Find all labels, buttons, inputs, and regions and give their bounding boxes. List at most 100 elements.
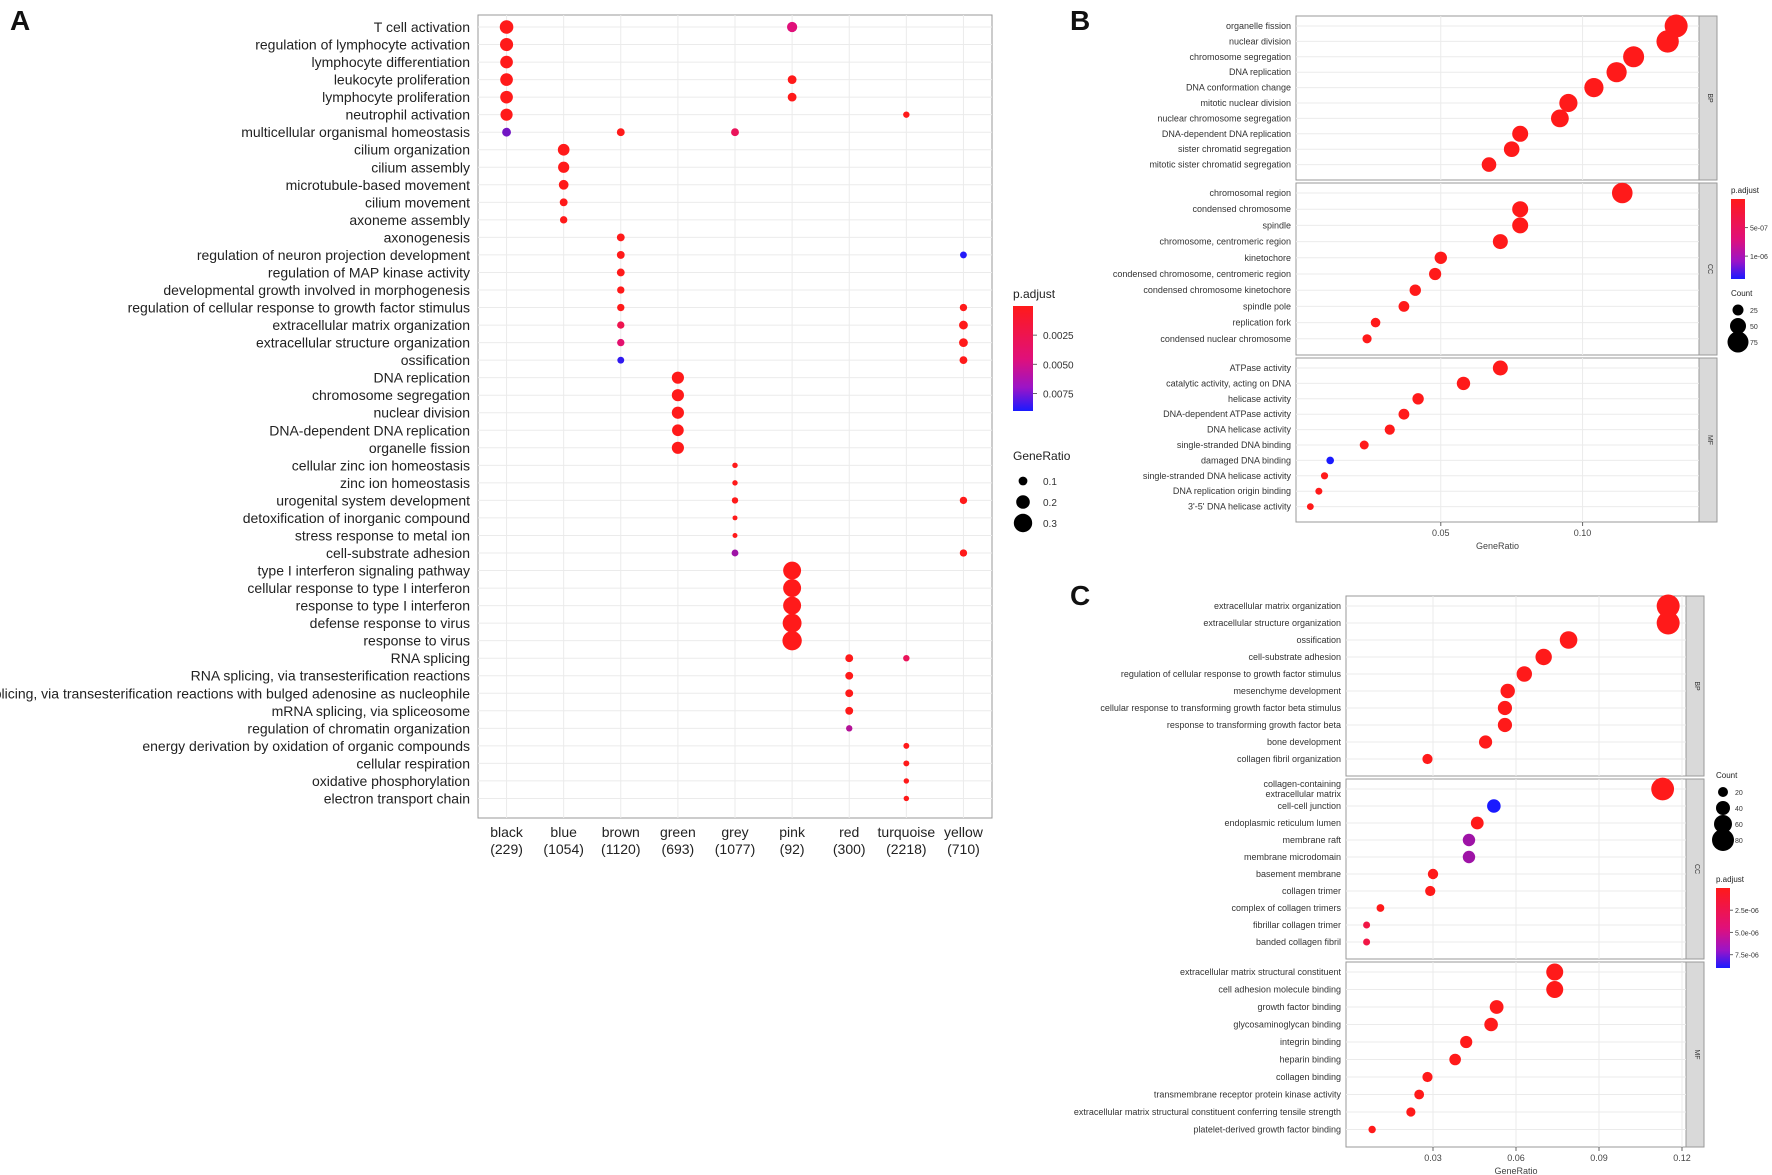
term-label: transmembrane receptor protein kinase ac…: [1154, 1090, 1342, 1100]
term-label: platelet-derived growth factor binding: [1193, 1125, 1341, 1135]
size-legend-label: 75: [1750, 340, 1758, 347]
dot: [783, 561, 802, 580]
term-label: regulation of cellular response to growt…: [1121, 669, 1342, 679]
term-label: fibrillar collagen trimer: [1253, 920, 1341, 930]
term-label: regulation of cellular response to growt…: [128, 300, 470, 316]
dot: [1427, 868, 1439, 880]
term-label: regulation of lymphocyte activation: [255, 37, 470, 53]
dot: [500, 55, 513, 69]
dot: [1484, 1017, 1498, 1032]
dot: [1478, 735, 1493, 749]
dot: [787, 92, 797, 102]
size-legend-dot: [1013, 513, 1033, 533]
color-legend-label: 0.0050: [1043, 360, 1074, 371]
term-label: response to virus: [363, 633, 470, 649]
dot: [959, 356, 968, 365]
term-label: DNA replication: [1229, 67, 1291, 77]
dot: [617, 356, 625, 364]
term-label: growth factor binding: [1257, 1002, 1341, 1012]
color-legend-bar: [1716, 888, 1730, 968]
dot: [732, 462, 738, 469]
term-label: defense response to virus: [310, 615, 470, 631]
term-label: T cell activation: [374, 19, 470, 35]
panel-label-c: C: [1070, 580, 1090, 611]
dot: [557, 143, 570, 156]
color-legend-title: p.adjust: [1731, 186, 1760, 195]
dot: [1384, 424, 1395, 435]
dot: [1429, 267, 1442, 281]
term-label: organelle fission: [369, 440, 470, 456]
panel-label-b: B: [1070, 5, 1090, 36]
term-label: extracellular matrix structural constitu…: [1180, 967, 1342, 977]
dot: [559, 216, 568, 224]
dot: [959, 320, 968, 330]
dot: [786, 21, 798, 33]
panel-label-a: A: [10, 5, 30, 36]
dot: [1487, 799, 1501, 813]
dot: [1656, 594, 1680, 618]
term-label: single-stranded DNA helicase activity: [1143, 471, 1292, 481]
dot: [903, 778, 910, 784]
x-tick-label: 0.09: [1590, 1153, 1608, 1163]
term-label: helicase activity: [1228, 394, 1292, 404]
term-label: detoxification of inorganic compound: [243, 510, 470, 526]
size-legend-dot: [1718, 787, 1728, 797]
term-label: glycosaminoglycan binding: [1233, 1020, 1341, 1030]
term-label: response to transforming growth factor b…: [1167, 720, 1341, 730]
term-label: mitotic nuclear division: [1200, 98, 1291, 108]
dot: [783, 596, 802, 615]
term-label: oxidative phosphorylation: [312, 773, 470, 789]
term-label: catalytic activity, acting on DNA: [1166, 378, 1291, 388]
column-count: (300): [833, 841, 866, 857]
term-label: DNA conformation change: [1186, 83, 1291, 93]
dot: [903, 795, 910, 802]
term-label: cell-substrate adhesion: [326, 545, 470, 561]
dot: [1376, 904, 1385, 912]
dot: [671, 406, 684, 419]
color-legend-label: 1e-06: [1750, 254, 1768, 261]
term-label: cilium assembly: [371, 159, 470, 175]
dot: [617, 338, 625, 347]
dot: [731, 497, 739, 504]
dot: [1656, 30, 1679, 53]
dot: [1363, 921, 1371, 929]
term-label: microtubule-based movement: [286, 177, 471, 193]
dot: [1422, 1071, 1433, 1083]
term-label: DNA-dependent ATPase activity: [1163, 409, 1291, 419]
term-label: endoplasmic reticulum lumen: [1224, 818, 1341, 828]
facet-plot-area: [1295, 15, 1700, 181]
dot: [959, 338, 968, 347]
x-tick-label: 0.12: [1673, 1153, 1691, 1163]
term-label: DNA replication: [374, 370, 471, 386]
term-label: cellular response to type I interferon: [247, 580, 470, 596]
dot: [732, 480, 738, 486]
term-label: lymphocyte proliferation: [322, 89, 470, 105]
dot: [1368, 1125, 1376, 1134]
color-legend-label: 5.0e-06: [1735, 930, 1759, 937]
term-label: cilium movement: [365, 194, 470, 210]
dot: [1462, 850, 1476, 864]
term-label: kinetochore: [1244, 253, 1291, 263]
column-label: pink: [779, 824, 806, 840]
dot: [846, 725, 853, 732]
term-label: mesenchyme development: [1233, 686, 1341, 696]
dot: [1315, 487, 1323, 495]
dot: [1398, 408, 1410, 420]
term-label: condensed chromosome kinetochore: [1143, 285, 1291, 295]
dot: [616, 128, 625, 137]
term-label: chromosome, centromeric region: [1159, 237, 1291, 247]
term-label: cell adhesion molecule binding: [1218, 985, 1341, 995]
term-label: urogenital system development: [276, 492, 470, 508]
dot: [1359, 440, 1369, 450]
column-label: brown: [602, 824, 640, 840]
term-label: condensed nuclear chromosome: [1160, 334, 1291, 344]
term-label: DNA-dependent DNA replication: [269, 422, 470, 438]
term-label: condensed chromosome, centromeric region: [1113, 269, 1291, 279]
term-label: membrane microdomain: [1244, 852, 1341, 862]
facet-strip: [1685, 961, 1705, 1148]
color-legend-label: 7.5e-06: [1735, 953, 1759, 960]
dot: [1611, 182, 1633, 204]
dot: [1481, 157, 1497, 172]
dot: [1470, 816, 1484, 830]
term-label: 3'-5' DNA helicase activity: [1188, 502, 1291, 512]
